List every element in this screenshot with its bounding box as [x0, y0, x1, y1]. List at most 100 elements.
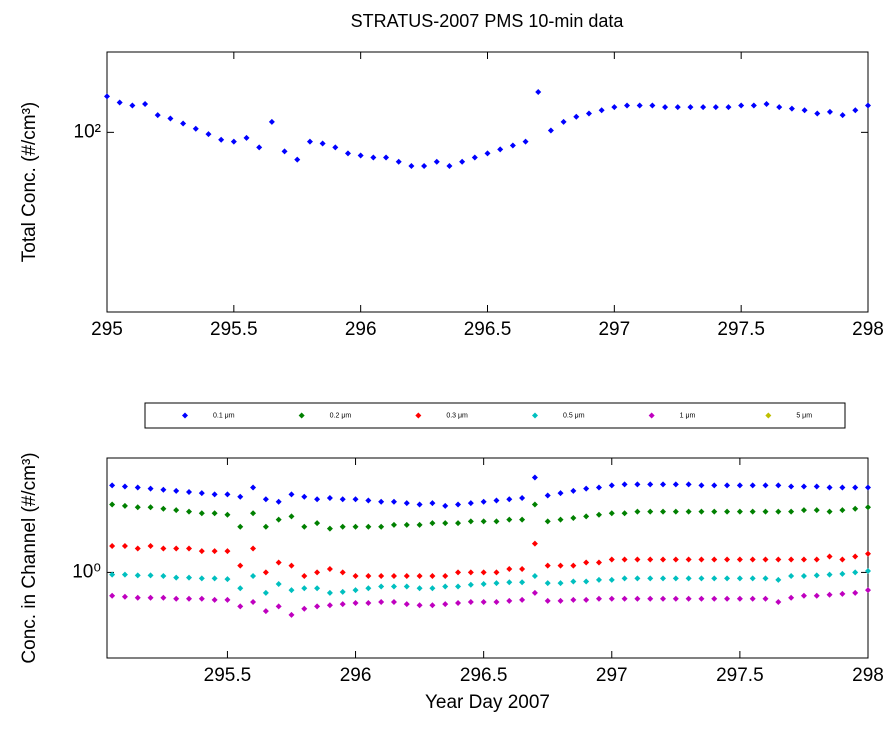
data-point — [237, 585, 244, 592]
data-point — [788, 573, 795, 580]
legend-label: 0.2 μm — [330, 412, 352, 419]
data-point — [121, 542, 128, 549]
data-point — [672, 481, 679, 488]
data-point — [416, 585, 423, 592]
data-point — [480, 569, 487, 576]
data-point — [403, 521, 410, 528]
data-point — [390, 598, 397, 605]
data-point — [647, 481, 654, 488]
data-point — [852, 553, 859, 560]
data-point — [865, 484, 871, 491]
data-point — [775, 482, 782, 489]
data-point — [865, 504, 871, 511]
data-point — [352, 523, 359, 530]
data-point — [134, 545, 141, 552]
data-point — [301, 523, 308, 530]
x-tick-label: 295.5 — [210, 319, 258, 340]
data-point — [129, 102, 136, 109]
data-point — [506, 516, 513, 523]
data-point — [839, 556, 846, 563]
data-point — [378, 523, 385, 530]
data-point — [429, 585, 436, 592]
data-point — [390, 583, 397, 590]
data-point — [250, 484, 257, 491]
data-point — [698, 508, 705, 515]
data-point — [865, 587, 871, 594]
y-tick-label: 10² — [74, 121, 101, 142]
data-point — [121, 571, 128, 578]
data-point — [378, 498, 385, 505]
data-point — [865, 550, 871, 557]
data-point — [544, 492, 551, 499]
data-point — [433, 158, 440, 165]
data-point — [416, 602, 423, 609]
data-point — [262, 589, 269, 596]
data-point — [736, 595, 743, 602]
data-point — [519, 596, 526, 603]
data-point — [852, 505, 859, 512]
data-point — [455, 569, 462, 576]
data-point — [288, 513, 295, 520]
data-point — [583, 513, 590, 520]
data-point — [595, 595, 602, 602]
data-point — [595, 484, 602, 491]
data-point — [535, 89, 542, 96]
data-point — [198, 548, 205, 555]
data-point — [250, 545, 257, 552]
data-point — [621, 481, 628, 488]
data-point — [480, 580, 487, 587]
data-point — [455, 520, 462, 527]
data-point — [365, 497, 372, 504]
data-point — [294, 156, 301, 163]
data-point — [147, 572, 154, 579]
data-point — [608, 482, 615, 489]
data-point — [467, 581, 474, 588]
data-point — [544, 562, 551, 569]
x-tick-label: 295 — [91, 319, 123, 340]
data-point — [237, 562, 244, 569]
y-tick-label: 10⁰ — [72, 561, 101, 582]
data-point — [685, 575, 692, 582]
data-point — [224, 511, 231, 518]
data-point — [839, 112, 846, 119]
data-point — [852, 484, 859, 491]
data-point — [711, 508, 718, 515]
legend-marker — [298, 412, 305, 419]
data-point — [173, 507, 180, 514]
data-point — [109, 571, 116, 578]
data-point — [800, 556, 807, 563]
data-point — [301, 573, 308, 580]
data-point — [185, 574, 192, 581]
data-point — [814, 110, 821, 117]
data-point — [801, 107, 808, 114]
data-point — [429, 602, 436, 609]
y-axis-label: Total Conc. (#/cm³) — [19, 102, 40, 262]
data-point — [634, 481, 641, 488]
data-point — [736, 575, 743, 582]
data-point — [224, 548, 231, 555]
data-point — [339, 569, 346, 576]
data-point — [736, 556, 743, 563]
data-point — [660, 508, 667, 515]
data-point — [275, 516, 282, 523]
data-point — [275, 498, 282, 505]
data-point — [621, 575, 628, 582]
data-point — [865, 568, 871, 575]
data-point — [339, 523, 346, 530]
x-tick-label: 297.5 — [716, 665, 764, 686]
data-point — [416, 501, 423, 508]
data-point — [237, 493, 244, 500]
data-point — [749, 482, 756, 489]
data-point — [736, 508, 743, 515]
data-point — [608, 576, 615, 583]
data-point — [724, 556, 731, 563]
data-point — [230, 138, 237, 145]
x-tick-label: 295.5 — [204, 665, 252, 686]
data-point — [455, 583, 462, 590]
data-point — [185, 545, 192, 552]
data-point — [250, 510, 257, 517]
legend-marker — [765, 412, 772, 419]
data-point — [788, 594, 795, 601]
data-point — [647, 508, 654, 515]
